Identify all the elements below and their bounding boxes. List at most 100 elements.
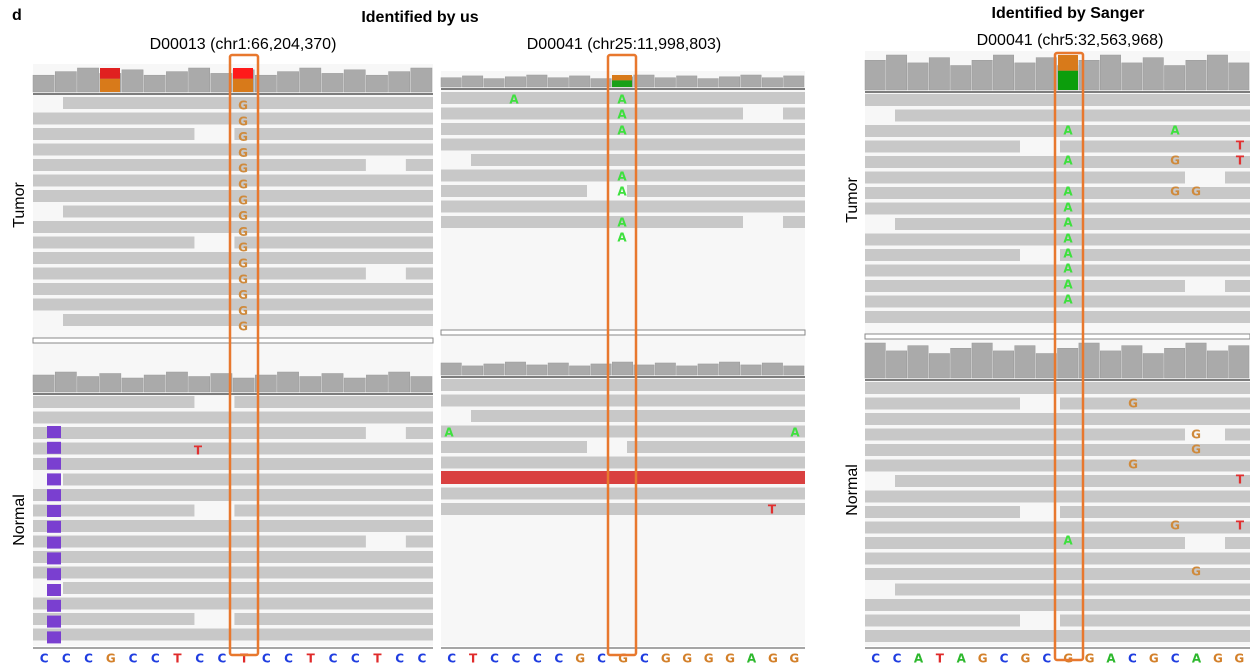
read xyxy=(33,598,433,610)
read xyxy=(865,203,1250,215)
reference-base: C xyxy=(1128,652,1137,666)
read xyxy=(441,139,805,151)
read xyxy=(234,505,433,517)
mismatch-base: A xyxy=(1063,154,1073,168)
coverage-bar xyxy=(100,374,121,393)
coverage-bar xyxy=(344,70,365,92)
read xyxy=(33,159,366,171)
coverage-bar xyxy=(55,72,76,92)
coverage-bar xyxy=(144,375,165,392)
read xyxy=(471,410,805,422)
coverage-bar xyxy=(655,363,675,375)
coverage-bar xyxy=(741,75,761,87)
coverage-bar xyxy=(698,79,718,87)
track-label: Normal xyxy=(11,494,28,546)
coverage-bar xyxy=(719,362,739,375)
read xyxy=(33,221,433,233)
reference-base: T xyxy=(373,652,382,666)
panel-subtitle: D00013 (chr1:66,204,370) xyxy=(150,36,337,53)
coverage-bar xyxy=(972,60,992,90)
coverage-bar xyxy=(677,366,697,375)
reference-base: C xyxy=(129,652,138,666)
read xyxy=(865,156,1250,168)
reference-base: A xyxy=(914,652,924,666)
reference-base: C xyxy=(597,652,606,666)
read xyxy=(865,413,1250,425)
soft-clip xyxy=(47,600,61,612)
soft-clip xyxy=(47,552,61,564)
reference-base: C xyxy=(490,652,499,666)
coverage-bar xyxy=(527,365,547,375)
coverage-bar xyxy=(389,72,410,92)
read xyxy=(865,382,1250,394)
reference-base: C xyxy=(533,652,542,666)
read xyxy=(234,396,433,408)
separator xyxy=(33,338,433,343)
coverage-bar xyxy=(344,378,365,392)
coverage-bar xyxy=(505,77,525,87)
read xyxy=(33,144,433,156)
read xyxy=(1060,141,1250,153)
read xyxy=(33,458,433,470)
soft-clip xyxy=(47,521,61,533)
mismatch-base: T xyxy=(1236,519,1245,533)
coverage-bar xyxy=(972,343,992,378)
read xyxy=(865,522,1250,534)
coverage-bar xyxy=(1164,66,1184,91)
soft-clip xyxy=(47,505,61,517)
read xyxy=(865,599,1250,611)
mismatch-base: A xyxy=(1063,262,1073,276)
mismatch-base: A xyxy=(1063,247,1073,261)
coverage-bar xyxy=(698,364,718,375)
read xyxy=(33,113,433,125)
mismatch-base: G xyxy=(1170,154,1180,168)
coverage-bar xyxy=(1015,346,1035,378)
coverage-bar xyxy=(277,72,298,92)
soft-clip xyxy=(47,426,61,438)
read xyxy=(33,412,433,424)
read xyxy=(783,108,805,120)
mismatch-base: G xyxy=(1170,185,1180,199)
coverage-bar xyxy=(300,377,321,393)
read xyxy=(1225,429,1250,441)
coverage-bar xyxy=(929,58,949,90)
read xyxy=(234,128,433,140)
coverage-bar xyxy=(1015,63,1035,90)
read xyxy=(895,584,1250,596)
read xyxy=(865,506,1020,518)
soft-clip xyxy=(47,568,61,580)
coverage-bar xyxy=(527,75,547,87)
soft-clip xyxy=(47,458,61,470)
read xyxy=(865,615,1020,627)
coverage-bar xyxy=(569,76,589,87)
group-title: Identified by Sanger xyxy=(992,5,1145,22)
mismatch-base: G xyxy=(238,99,248,113)
read xyxy=(234,613,433,625)
mismatch-base: G xyxy=(238,225,248,239)
coverage-bar xyxy=(951,66,971,91)
reference-base: G xyxy=(1085,652,1095,666)
coverage-bar xyxy=(1164,348,1184,378)
reference-base: C xyxy=(417,652,426,666)
mismatch-base: A xyxy=(1063,534,1073,548)
coverage-bar xyxy=(908,346,928,378)
read xyxy=(865,172,1185,184)
reference-base: T xyxy=(307,652,316,666)
coverage-bar xyxy=(719,77,739,87)
mismatch-base: A xyxy=(617,170,627,184)
coverage-bar xyxy=(122,378,143,392)
reference-base: C xyxy=(62,652,71,666)
track-label: Normal xyxy=(844,464,861,516)
reference-base: A xyxy=(747,652,757,666)
panel-subtitle: D00041 (chr25:11,998,803) xyxy=(527,36,722,53)
coverage-bar xyxy=(33,375,54,392)
coverage-bar xyxy=(122,70,143,92)
reference-base: C xyxy=(447,652,456,666)
mismatch-base: A xyxy=(617,231,627,245)
coverage-alt xyxy=(233,79,253,92)
mismatch-base: G xyxy=(238,209,248,223)
reference-base: G xyxy=(978,652,988,666)
coverage-bar xyxy=(277,372,298,392)
coverage-bar xyxy=(1229,63,1249,90)
